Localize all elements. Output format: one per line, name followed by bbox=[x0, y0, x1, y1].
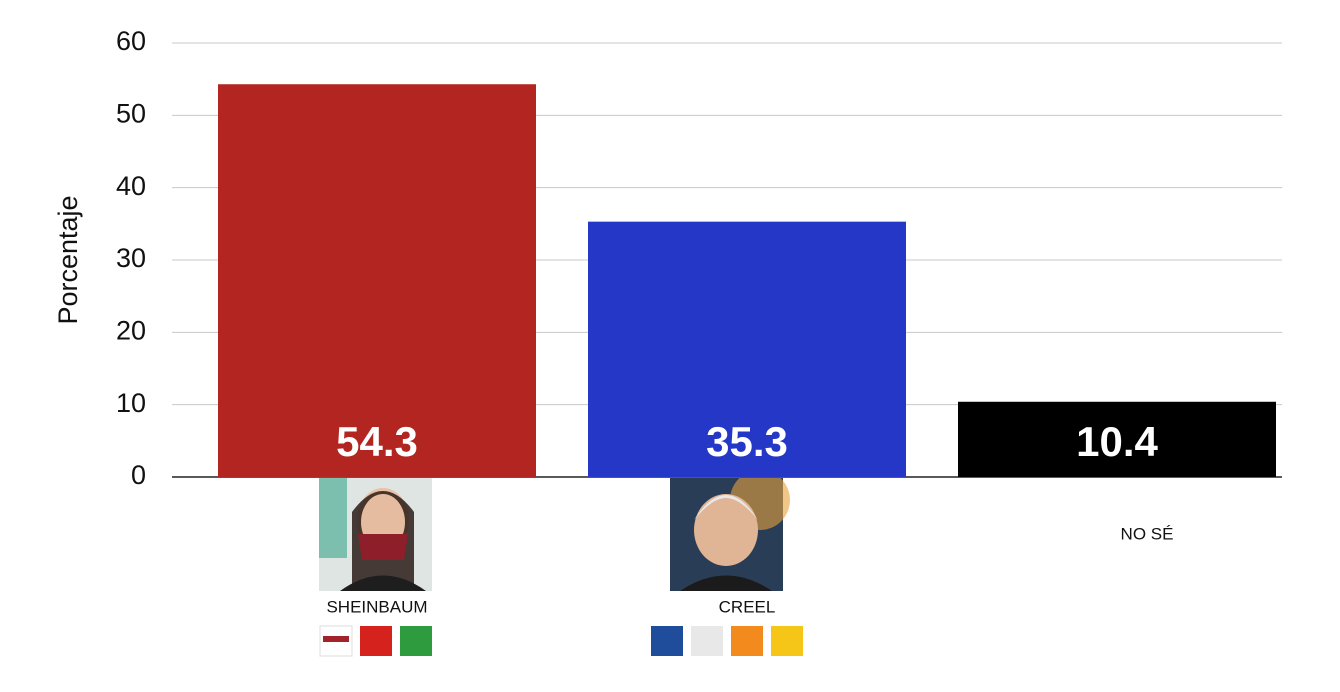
y-tick-label: 50 bbox=[116, 98, 146, 128]
photo-sheinbaum bbox=[319, 478, 432, 591]
y-tick-label: 10 bbox=[116, 388, 146, 418]
bar bbox=[588, 221, 906, 477]
y-tick-label: 40 bbox=[116, 171, 146, 201]
party-logos-creel bbox=[651, 626, 803, 656]
y-tick-label: 0 bbox=[131, 460, 146, 490]
value-label: 54.3 bbox=[336, 418, 418, 465]
value-label: 10.4 bbox=[1076, 418, 1158, 465]
y-tick-label: 60 bbox=[116, 26, 146, 56]
x-tick-label: NO SÉ bbox=[1121, 524, 1174, 543]
value-label: 35.3 bbox=[706, 418, 788, 465]
x-tick-label: CREEL bbox=[719, 597, 776, 616]
photo-creel bbox=[670, 470, 790, 591]
bar bbox=[218, 84, 536, 477]
bar bbox=[958, 401, 1276, 477]
y-tick-label: 30 bbox=[116, 243, 146, 273]
x-tick-label: SHEINBAUM bbox=[326, 597, 427, 616]
y-axis-label: Porcentaje bbox=[53, 195, 83, 324]
y-tick-label: 20 bbox=[116, 315, 146, 345]
party-logos-sheinbaum bbox=[319, 625, 432, 657]
